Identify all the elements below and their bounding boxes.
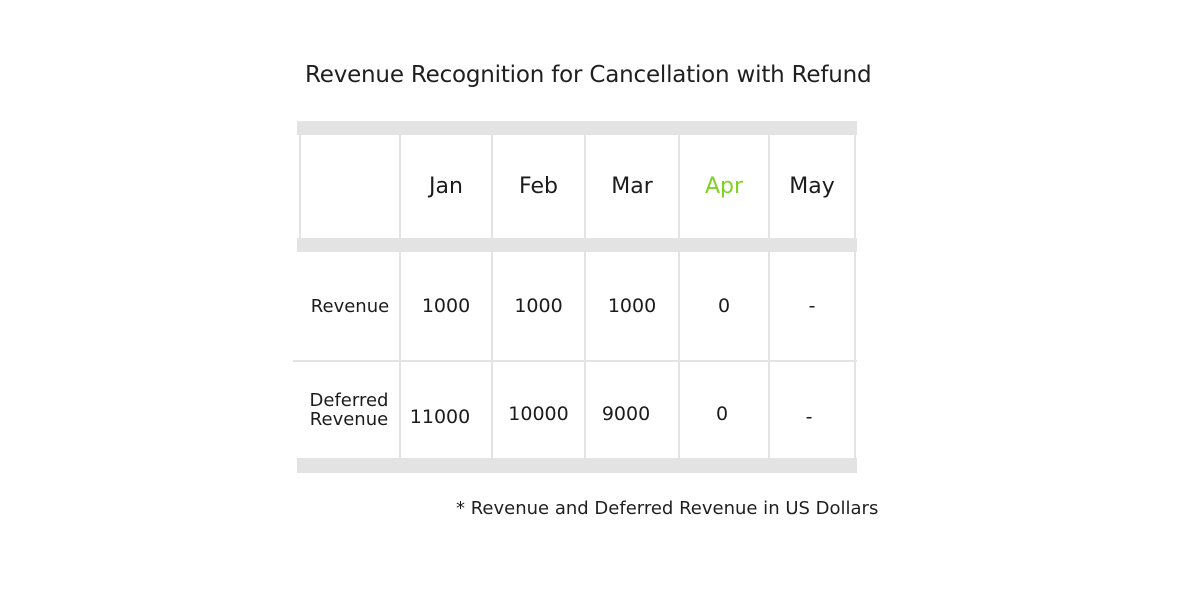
table-cell: 0 xyxy=(717,295,731,317)
table-cell: 11000 xyxy=(409,406,471,428)
grid-line xyxy=(491,135,493,458)
table-cell: 9000 xyxy=(601,403,651,425)
grid-line xyxy=(768,135,770,458)
grid-line xyxy=(854,135,856,458)
row-label-deferred-revenue: Deferred Revenue xyxy=(299,362,399,458)
table-cell: 0 xyxy=(715,403,729,425)
grid-line xyxy=(678,135,680,458)
revenue-table: Jan Feb Mar Apr May Revenue 1000 1000 10… xyxy=(293,121,857,473)
table-cell: 1000 xyxy=(607,295,657,317)
table-cell: - xyxy=(805,406,813,428)
table-cell: 1000 xyxy=(421,295,471,317)
grid-line xyxy=(584,135,586,458)
column-header-jan: Jan xyxy=(429,174,463,199)
row-label-line: Revenue xyxy=(309,409,389,430)
row-label-line: Revenue xyxy=(310,295,390,317)
page-title: Revenue Recognition for Cancellation wit… xyxy=(305,62,872,88)
table-bottom-band xyxy=(297,458,857,473)
row-divider xyxy=(293,360,857,362)
row-label-revenue: Revenue xyxy=(301,252,399,360)
column-header-mar: Mar xyxy=(611,174,653,199)
column-header-may: May xyxy=(789,174,835,199)
row-label-line: Deferred xyxy=(309,390,389,411)
table-cell: 10000 xyxy=(508,403,569,425)
grid-line xyxy=(399,135,401,458)
column-header-apr: Apr xyxy=(704,174,744,199)
grid-line xyxy=(299,135,301,238)
table-cell: - xyxy=(808,295,816,317)
footnote: * Revenue and Deferred Revenue in US Dol… xyxy=(456,498,879,519)
column-header-feb: Feb xyxy=(519,174,558,199)
table-cell: 1000 xyxy=(514,295,563,317)
table-top-band xyxy=(297,121,857,135)
table-header-divider-band xyxy=(297,238,857,252)
